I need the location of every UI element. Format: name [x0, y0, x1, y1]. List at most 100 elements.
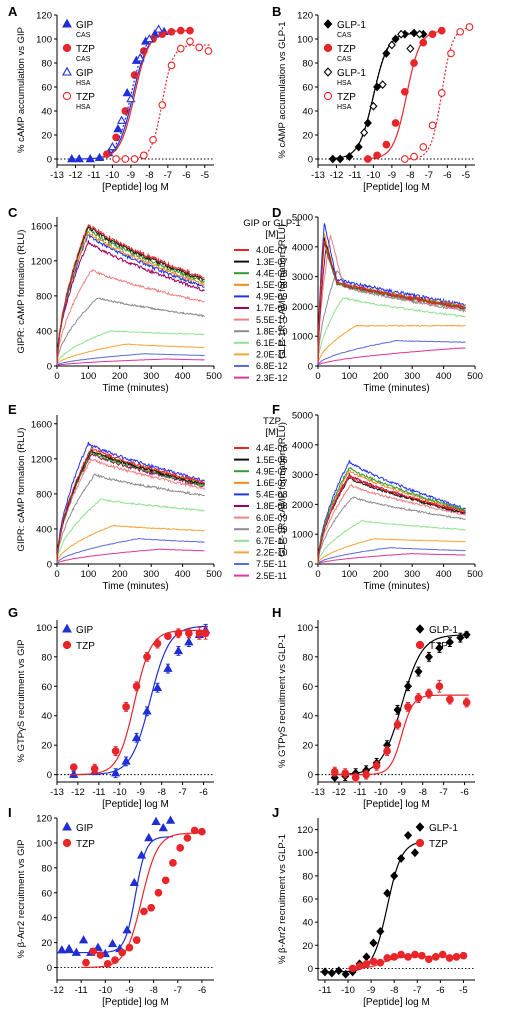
data-point	[411, 950, 419, 959]
series-line-6.1E-11	[56, 330, 205, 365]
data-point	[435, 682, 444, 691]
y-tick-label: 60	[41, 682, 52, 693]
data-point	[400, 155, 409, 163]
data-point	[62, 43, 72, 53]
series-line-1.5E-08	[56, 230, 205, 363]
legend-label: 1.8E-08	[256, 501, 288, 511]
data-point	[330, 773, 339, 782]
series-line-5.4E-08	[56, 441, 205, 561]
x-tick-label: -13	[50, 787, 64, 798]
data-point	[71, 947, 81, 956]
legend: GLP-1 TZP	[415, 822, 458, 850]
data-point	[391, 34, 400, 44]
data-point	[419, 38, 428, 47]
data-point	[363, 118, 372, 128]
series-line-4.0E-07	[317, 240, 466, 363]
x-tick-label: -6	[460, 787, 468, 798]
series-line-4.9E-07	[56, 450, 205, 563]
data-point	[462, 630, 471, 640]
data-point	[132, 682, 141, 691]
data-point	[438, 950, 447, 959]
data-point	[153, 639, 162, 648]
legend: GLP-1 TZP	[415, 624, 458, 652]
x-tick-label: 0	[54, 371, 59, 382]
legend-label: 1.5E-06	[256, 455, 288, 465]
y-tick-label: 40	[302, 107, 313, 118]
data-point	[111, 956, 119, 964]
data-point	[121, 155, 130, 163]
legend-label: 1.6E-07	[256, 478, 288, 488]
y-tick-label: 20	[41, 741, 52, 752]
x-tick-label: -9	[367, 985, 375, 996]
x-tick-label: -12	[69, 170, 83, 181]
x-axis-label: [Peptide] log M	[363, 182, 430, 193]
y-tick-label: 1600	[31, 419, 52, 430]
data-point	[404, 953, 412, 961]
series-line-1.8E-08	[56, 453, 205, 561]
data-point	[465, 23, 474, 31]
x-tick-label: 500	[206, 371, 222, 382]
series-line-7.5E-11	[317, 547, 466, 564]
series-tzp	[81, 826, 206, 969]
y-tick-label: 100	[297, 623, 313, 634]
y-tick-label: 120	[36, 814, 52, 825]
series-glp-1-hsa	[359, 29, 424, 141]
legend-label: 2.0E-11	[256, 350, 287, 360]
y-axis-label: GIPR: cAMP formation (RLU)	[16, 428, 27, 552]
y-axis-label: % β-Arr2 recruitment vs GIP	[16, 840, 27, 959]
data-point	[64, 943, 74, 953]
data-point	[169, 859, 177, 867]
x-tick-label: -9	[398, 787, 406, 798]
x-tick-label: 500	[467, 569, 483, 580]
x-tick-label: -7	[178, 787, 186, 798]
legend-sublabel: HSA	[76, 104, 91, 111]
y-tick-label: 120	[297, 11, 313, 22]
x-tick-label: 400	[175, 569, 191, 580]
data-point	[130, 155, 139, 163]
panel-label-E: E	[8, 402, 17, 417]
legend-sublabel: CAS	[337, 56, 352, 63]
data-point	[336, 154, 345, 164]
data-point	[147, 903, 156, 912]
y-axis-label: % GTPγS recruitment vs GIP	[16, 640, 27, 763]
legend: TZP[M] 4.4E-06 1.5E-064.9E-07 1.6E-07 5.4E-0…	[234, 416, 288, 581]
series-glp-1	[330, 630, 471, 783]
panel-label-B: B	[272, 4, 281, 19]
data-point	[424, 955, 433, 964]
series-line-5.4E-08	[317, 460, 466, 562]
data-point	[445, 637, 454, 647]
data-point	[167, 61, 176, 70]
legend-label: 2.3E-12	[256, 373, 288, 383]
x-tick-label: 200	[373, 569, 389, 580]
y-tick-label: 80	[302, 871, 313, 882]
x-tick-label: -5	[462, 170, 470, 181]
panel-C: 0 400 800 1200 1600 0 100 200 300 400 500 Time (min…	[16, 217, 301, 394]
y-tick-label: 400	[36, 524, 52, 535]
x-tick-label: -6	[436, 985, 444, 996]
x-tick-label: -10	[106, 170, 120, 181]
data-point	[107, 938, 118, 948]
panel-D: 0 1000 2000 3000 4000 5000 0 100 200 300 400 500 Tim…	[277, 213, 483, 395]
y-tick-label: 100	[297, 35, 313, 46]
fit-curve	[330, 634, 469, 776]
data-point	[90, 764, 99, 773]
x-tick-label: 500	[467, 371, 483, 382]
data-point	[158, 822, 168, 832]
y-axis-label: % GTPγS recruitment vs GLP-1	[277, 634, 288, 768]
y-tick-label: 5000	[292, 213, 313, 224]
data-point	[62, 623, 72, 633]
x-tick-label: 200	[373, 371, 389, 382]
data-point	[140, 907, 148, 916]
x-tick-label: -10	[367, 170, 381, 181]
data-point	[390, 953, 399, 961]
data-point	[204, 47, 213, 55]
x-tick-label: -11	[353, 787, 366, 798]
x-tick-label: -5	[459, 985, 467, 996]
x-tick-label: -7	[439, 787, 447, 798]
series-tzp	[330, 679, 471, 783]
x-tick-label: -6	[198, 985, 206, 996]
x-tick-label: -6	[443, 170, 451, 181]
data-point	[341, 769, 350, 778]
data-point	[62, 821, 72, 831]
